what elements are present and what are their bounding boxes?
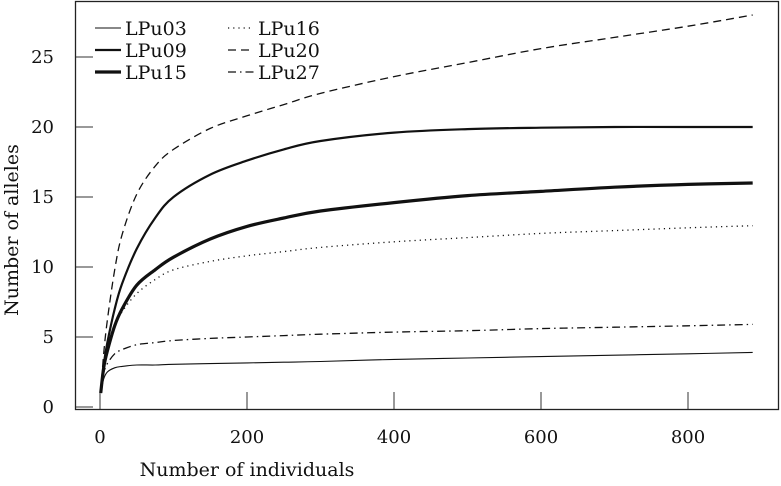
data-series [99, 14, 753, 394]
legend-label-lpu15: LPu15 [125, 62, 187, 84]
legend-label-lpu16: LPu16 [258, 18, 320, 40]
series-lpu09 [99, 125, 753, 394]
axis-tick-labels: 0 200 400 600 800 0 5 10 15 20 25 [31, 47, 705, 448]
legend-label-lpu03: LPu03 [125, 18, 187, 40]
y-tick-label: 20 [31, 117, 54, 138]
series-lpu03 [100, 351, 753, 394]
x-tick-label: 800 [671, 427, 705, 448]
legend-label-lpu09: LPu09 [125, 40, 187, 62]
x-axis-label: Number of individuals [140, 459, 355, 481]
x-tick-label: 600 [524, 427, 558, 448]
series-lpu27 [100, 323, 753, 394]
axis-ticks [76, 56, 689, 409]
x-tick-label: 0 [94, 427, 105, 448]
x-tick-label: 200 [230, 427, 264, 448]
x-tick-label: 400 [377, 427, 411, 448]
y-tick-label: 10 [31, 257, 54, 278]
y-axis-label: Number of alleles [1, 144, 23, 316]
y-tick-label: 15 [31, 187, 54, 208]
series-lpu15 [99, 181, 753, 394]
series-lpu16 [100, 225, 753, 394]
y-tick-label: 25 [31, 47, 54, 68]
y-tick-label: 5 [43, 327, 54, 348]
legend-label-lpu20: LPu20 [258, 40, 320, 62]
y-tick-label: 0 [43, 397, 54, 418]
plot-frame [74, 0, 780, 411]
series-lpu20 [100, 14, 753, 394]
legend-label-lpu27: LPu27 [258, 62, 320, 84]
